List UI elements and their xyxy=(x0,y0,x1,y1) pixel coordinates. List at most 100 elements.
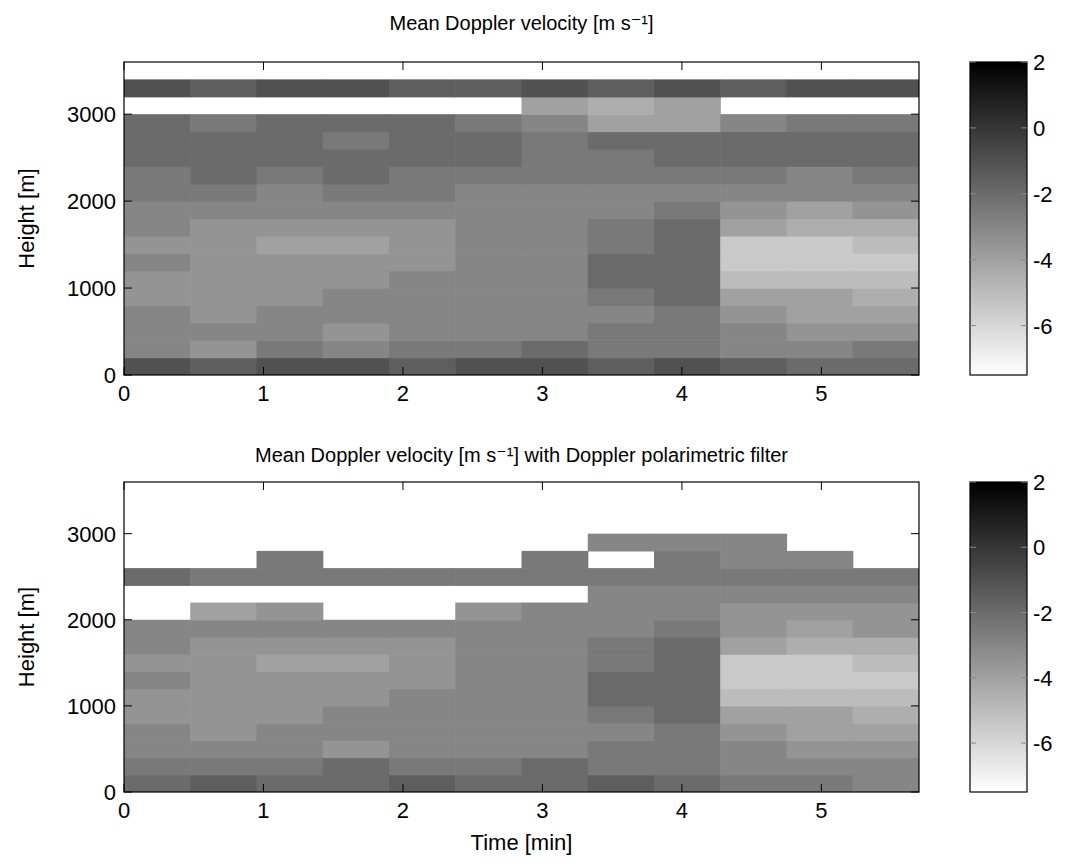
cell xyxy=(190,79,257,97)
cell xyxy=(787,184,854,202)
cell xyxy=(323,758,390,776)
cell xyxy=(389,132,456,150)
cell xyxy=(654,723,721,741)
x-tick xyxy=(124,482,125,490)
cell xyxy=(257,166,324,184)
x-tick xyxy=(402,367,403,375)
colorbar-tick xyxy=(970,325,976,326)
cell xyxy=(389,166,456,184)
cell xyxy=(190,253,257,271)
cell xyxy=(522,620,589,638)
cell xyxy=(124,323,191,341)
y-tick xyxy=(911,288,919,289)
cell xyxy=(323,114,390,132)
cell xyxy=(720,585,787,603)
cell xyxy=(522,253,589,271)
cell xyxy=(257,132,324,150)
y-tick-label: 3000 xyxy=(67,522,116,547)
y-tick-label: 0 xyxy=(104,780,116,805)
cell xyxy=(853,620,919,638)
x-tick xyxy=(821,367,822,375)
cell xyxy=(455,689,522,707)
cell xyxy=(389,79,456,97)
colorbar-tick-label: -6 xyxy=(1033,731,1053,756)
cell xyxy=(389,637,456,655)
cell xyxy=(190,132,257,150)
cell xyxy=(853,706,919,724)
x-tick xyxy=(681,62,682,70)
cell xyxy=(190,288,257,306)
cell xyxy=(853,149,919,167)
x-tick xyxy=(402,62,403,70)
cell xyxy=(853,201,919,219)
cell xyxy=(124,740,191,758)
colorbar-tick-label: 0 xyxy=(1033,535,1045,560)
cell xyxy=(588,585,655,603)
cell xyxy=(522,219,589,237)
cell xyxy=(787,551,854,569)
cell xyxy=(323,219,390,237)
cell xyxy=(389,358,456,375)
cell xyxy=(522,758,589,776)
x-tick xyxy=(821,784,822,792)
cell xyxy=(720,775,787,792)
cell xyxy=(787,775,854,792)
cell xyxy=(654,79,721,97)
cell xyxy=(720,620,787,638)
cell xyxy=(588,166,655,184)
cell xyxy=(720,706,787,724)
cell xyxy=(720,166,787,184)
colorbar-tick-label: -2 xyxy=(1033,601,1053,626)
cell xyxy=(257,758,324,776)
cell xyxy=(190,323,257,341)
cell xyxy=(787,689,854,707)
cell xyxy=(323,671,390,689)
cell xyxy=(853,340,919,358)
frame xyxy=(124,62,919,375)
cell xyxy=(323,654,390,672)
cell xyxy=(389,671,456,689)
cell xyxy=(588,620,655,638)
cell xyxy=(190,149,257,167)
cell xyxy=(588,219,655,237)
cell xyxy=(323,236,390,254)
cell xyxy=(257,654,324,672)
colorbar-tick xyxy=(970,193,976,194)
cell xyxy=(257,149,324,167)
cell xyxy=(787,166,854,184)
cell xyxy=(720,534,787,552)
cell xyxy=(853,219,919,237)
cell xyxy=(654,740,721,758)
cell xyxy=(588,775,655,792)
x-tick-label: 2 xyxy=(397,381,409,406)
cell xyxy=(522,568,589,586)
cell xyxy=(257,288,324,306)
cell xyxy=(323,568,390,586)
cell xyxy=(588,132,655,150)
cell xyxy=(654,568,721,586)
cell xyxy=(588,603,655,621)
cell xyxy=(588,689,655,707)
cell xyxy=(720,671,787,689)
cell xyxy=(323,132,390,150)
cell xyxy=(654,166,721,184)
cell xyxy=(787,114,854,132)
cell xyxy=(389,723,456,741)
cell xyxy=(588,340,655,358)
cell xyxy=(720,114,787,132)
cell xyxy=(654,358,721,375)
cell xyxy=(190,568,257,586)
cell xyxy=(124,114,191,132)
cell xyxy=(190,740,257,758)
cell xyxy=(787,585,854,603)
colorbar-tick xyxy=(1021,62,1027,63)
cell xyxy=(522,166,589,184)
cell xyxy=(522,149,589,167)
cell xyxy=(853,568,919,586)
cell xyxy=(720,305,787,323)
y-tick xyxy=(911,705,919,706)
cell xyxy=(455,671,522,689)
cell xyxy=(720,723,787,741)
cell xyxy=(455,305,522,323)
cell xyxy=(455,758,522,776)
